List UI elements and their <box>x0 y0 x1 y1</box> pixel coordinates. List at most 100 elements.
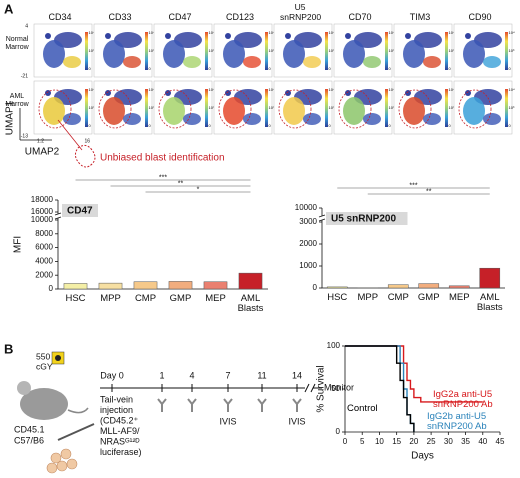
antibody <box>187 398 197 412</box>
day-label: 14 <box>292 370 302 380</box>
colorbar-label: 10⁴ <box>149 30 155 35</box>
y-axis-label: % Survival <box>316 365 327 412</box>
y-tick-label: 0 <box>336 427 341 436</box>
colorbar <box>145 89 148 127</box>
x-tick-label: AML Blasts <box>237 293 264 314</box>
marker-label: CD47 <box>168 12 192 22</box>
cell <box>50 452 62 464</box>
colorbar-label: 10⁴ <box>329 30 335 35</box>
dose-label: 550 <box>36 351 50 361</box>
colorbar-label: 0 <box>329 123 332 128</box>
umap-cluster <box>283 40 305 68</box>
umap-cluster <box>363 113 381 125</box>
colorbar-label: 0 <box>209 123 212 128</box>
timeline <box>100 383 322 393</box>
umap-cluster <box>123 56 141 68</box>
marker-label: CD70 <box>348 12 372 22</box>
x-tick-label: HSC <box>327 292 348 303</box>
axis-tick-label: -21 <box>21 73 28 79</box>
colorbar-label: 10⁴ <box>269 87 275 92</box>
colorbar-label: 10⁴ <box>89 87 95 92</box>
x-tick-label: 25 <box>427 437 436 446</box>
colorbar-label: 10³ <box>149 48 155 53</box>
mouse <box>20 388 68 420</box>
radiation-icon <box>55 355 61 361</box>
x-tick-label: 30 <box>444 437 453 446</box>
antibody <box>157 398 167 412</box>
bar <box>133 281 158 290</box>
colorbar-label: 10⁴ <box>209 87 215 92</box>
colorbar-label: 10³ <box>449 48 455 53</box>
day-label: 1 <box>159 370 164 380</box>
colorbar-label: 10³ <box>89 105 95 110</box>
colorbar-label: 10⁴ <box>389 30 395 35</box>
blast-shape <box>74 144 96 168</box>
colorbar-label: 0 <box>149 66 152 71</box>
x-tick-label: MPP <box>100 293 121 304</box>
umap-cluster <box>465 90 471 96</box>
colorbar-label: 0 <box>269 123 272 128</box>
x-tick-label: 35 <box>461 437 470 446</box>
marker-label: TIM3 <box>409 12 431 22</box>
colorbar-label: 10³ <box>389 105 395 110</box>
umap-cluster <box>243 56 261 68</box>
colorbar <box>505 89 508 127</box>
colorbar <box>445 89 448 127</box>
significance: *** <box>159 174 167 181</box>
umap-cluster <box>123 113 141 125</box>
colorbar-label: 0 <box>509 66 512 71</box>
umap-cluster <box>465 33 471 39</box>
axis-tick-label: 4 <box>25 23 28 29</box>
colorbar-label: 10⁴ <box>269 30 275 35</box>
mouse-label: CD45.1 <box>14 424 45 434</box>
title-box <box>326 212 408 225</box>
colorbar <box>145 32 148 70</box>
injection-label: NRASᴳ¹²ᴰ <box>100 436 140 446</box>
blast-outline <box>338 89 372 129</box>
significance: * <box>197 186 200 193</box>
umap-cluster <box>225 33 231 39</box>
colorbar <box>385 32 388 70</box>
umap-cluster <box>103 40 125 68</box>
colorbar-label: 0 <box>209 66 212 71</box>
umap-cluster <box>463 40 485 68</box>
colorbar-label: 0 <box>449 123 452 128</box>
y-tick-label: 0 <box>49 284 54 293</box>
marker-label: CD123 <box>225 12 254 22</box>
axes-arrow <box>19 108 52 141</box>
injection-label: injection <box>100 405 133 415</box>
colorbar <box>325 89 328 127</box>
y-tick-label: 10000 <box>295 203 318 212</box>
umap-cluster <box>223 97 245 125</box>
colorbar-label: 10³ <box>149 105 155 110</box>
axis-tick-label: 1.2 <box>37 138 44 144</box>
injection-label: Tail-vein <box>100 394 133 404</box>
axis-label: UMAP2 <box>25 147 60 158</box>
umap-cluster <box>343 40 365 68</box>
umap-cluster <box>345 33 351 39</box>
legend-label: Control <box>347 403 378 414</box>
umap-cluster <box>165 90 171 96</box>
mouse-tail <box>67 407 89 414</box>
row-label: AML Marrow <box>5 93 29 108</box>
colorbar <box>505 32 508 70</box>
panel-label: B <box>4 341 13 356</box>
annotation: Unbiased blast identification <box>100 153 225 164</box>
umap-cluster <box>363 56 381 68</box>
colorbar-label: 0 <box>269 66 272 71</box>
colorbar-label: 0 <box>389 123 392 128</box>
x-tick-label: MPP <box>357 292 379 303</box>
umap-cluster <box>423 113 441 125</box>
y-tick-label: 10000 <box>31 215 54 224</box>
x-tick-label: 0 <box>343 437 348 446</box>
legend-label: IgG2b anti-U5 snRNP200 Ab <box>427 411 487 432</box>
umap-cluster <box>303 113 321 125</box>
blast-outline <box>218 89 252 129</box>
umap-cluster <box>165 33 171 39</box>
colorbar-label: 10³ <box>449 105 455 110</box>
injection-label: MLL-AF9/ <box>100 426 140 436</box>
x-tick-label: HSC <box>65 293 86 304</box>
colorbar-label: 10³ <box>509 48 515 53</box>
x-tick-label: GMP <box>169 293 192 304</box>
y-tick-label: 2000 <box>299 239 317 248</box>
